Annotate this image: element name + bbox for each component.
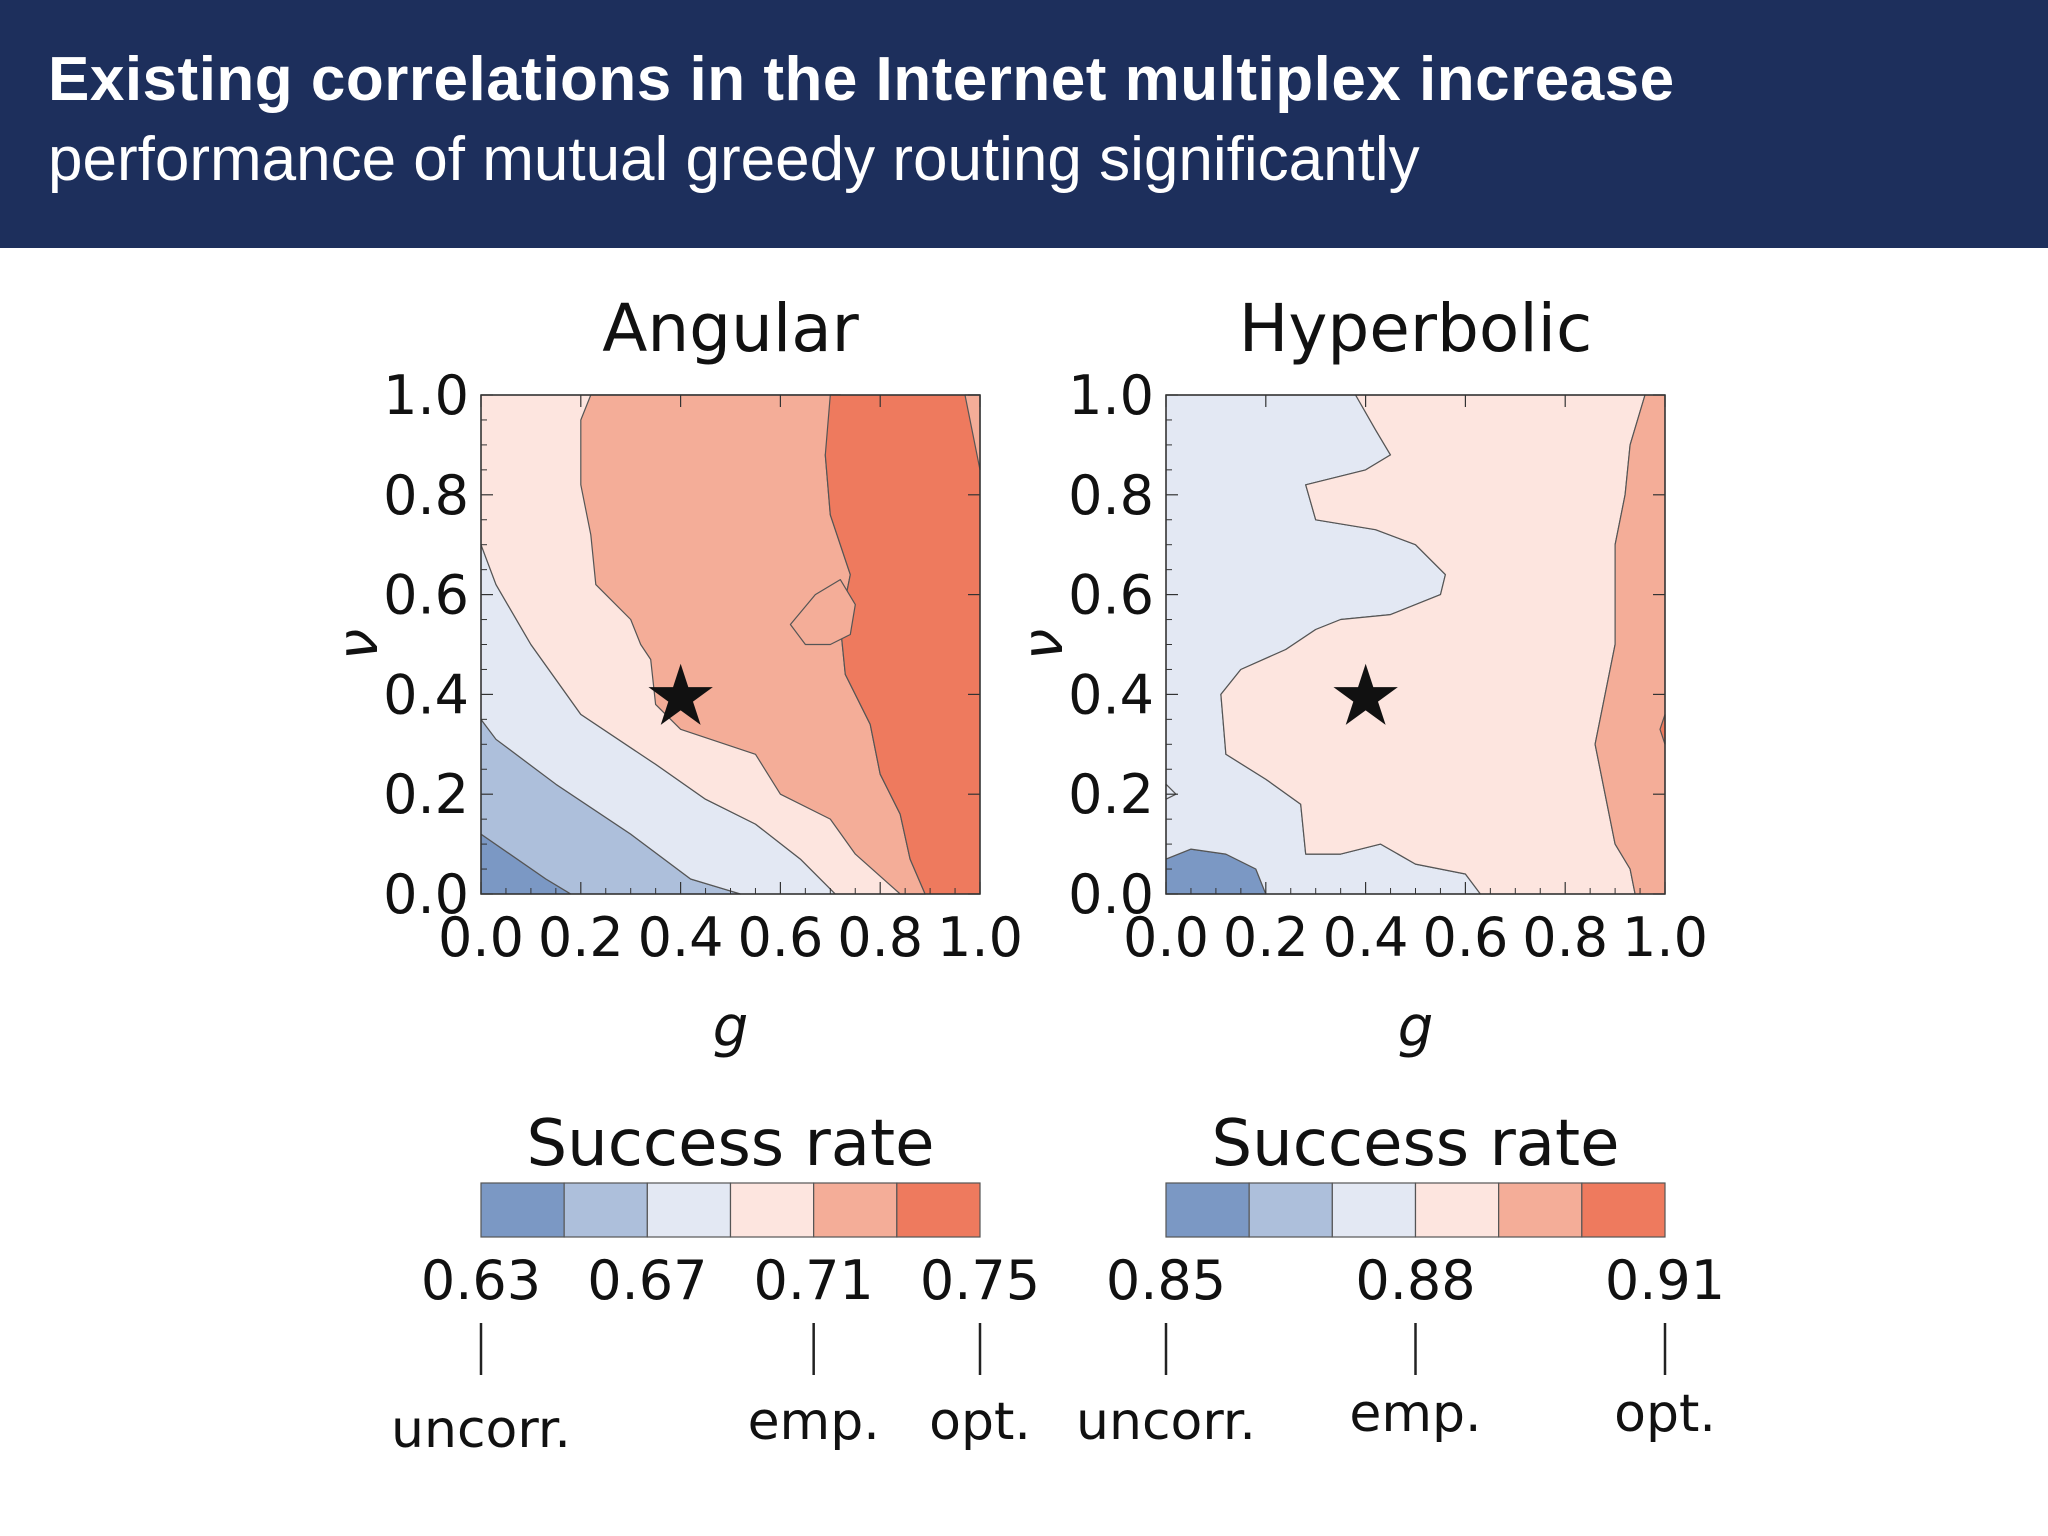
x-tick-label: 0.4 <box>1323 906 1409 969</box>
colorbar-swatch <box>646 1182 732 1238</box>
y-tick-label: 1.0 <box>383 364 469 427</box>
empirical-marker-star: ★ <box>1328 646 1403 744</box>
colorbar-swatch <box>813 1182 898 1238</box>
colorbar-swatch <box>1248 1182 1333 1238</box>
colorbar-swatch <box>729 1182 815 1238</box>
banner-subtitle: performance of mutual greedy routing sig… <box>48 125 1420 194</box>
colorbar-tick-label: 0.71 <box>754 1249 874 1312</box>
y-tick-label: 0.6 <box>383 564 469 627</box>
x-tick-label: 0.0 <box>438 906 524 969</box>
x-axis-label: g <box>1398 995 1434 1060</box>
colorbar-title: Success rate <box>527 1107 935 1181</box>
colorbar-tick-label: 0.63 <box>421 1249 541 1312</box>
y-tick-label: 0.0 <box>383 863 469 926</box>
y-tick-label: 1.0 <box>1068 364 1154 427</box>
colorbar-swatch <box>563 1182 648 1238</box>
colorbar-tick-label: 0.91 <box>1605 1249 1725 1312</box>
colorbar-tick-label: 0.75 <box>920 1249 1040 1312</box>
y-tick-label: 0.2 <box>383 763 469 826</box>
colorbar-swatch <box>1498 1182 1583 1238</box>
x-tick-label: 0.0 <box>1123 906 1209 969</box>
x-tick-label: 0.2 <box>1223 906 1309 969</box>
colorbar-tick-label: 0.85 <box>1106 1249 1226 1312</box>
x-tick-label: 0.6 <box>737 906 823 969</box>
y-tick-label: 0.0 <box>1068 863 1154 926</box>
y-tick-label: 0.8 <box>383 464 469 527</box>
colorbar-swatch <box>1165 1182 1250 1238</box>
colorbar-swatch <box>896 1182 981 1238</box>
y-tick-label: 0.6 <box>1068 564 1154 627</box>
x-tick-label: 1.0 <box>1622 906 1708 969</box>
colorbar-note-label: uncorr. <box>391 1400 571 1460</box>
x-tick-label: 0.8 <box>837 906 923 969</box>
x-tick-label: 0.6 <box>1422 906 1508 969</box>
title-banner: Existing correlations in the Internet mu… <box>0 0 2048 248</box>
panel-title: Angular <box>602 290 859 367</box>
y-axis-label: ν <box>1011 629 1076 660</box>
y-tick-label: 0.4 <box>1068 663 1154 726</box>
x-tick-label: 0.8 <box>1522 906 1608 969</box>
colorbar-note-label: uncorr. <box>1076 1392 1256 1452</box>
colorbar-note-label: emp. <box>748 1392 880 1452</box>
x-axis-label: g <box>713 995 749 1060</box>
colorbar-swatch <box>1331 1182 1417 1238</box>
x-tick-label: 0.4 <box>638 906 724 969</box>
colorbar-note-label: opt. <box>1614 1384 1716 1444</box>
contour-region <box>789 579 856 646</box>
y-axis-label: ν <box>326 629 391 660</box>
empirical-marker-star: ★ <box>643 646 718 744</box>
y-tick-label: 0.8 <box>1068 464 1154 527</box>
panel-title: Hyperbolic <box>1239 290 1593 367</box>
banner-title: Existing correlations in the Internet mu… <box>48 45 1675 114</box>
x-tick-label: 1.0 <box>937 906 1023 969</box>
y-tick-label: 0.2 <box>1068 763 1154 826</box>
x-tick-label: 0.2 <box>538 906 624 969</box>
colorbar-tick-label: 0.67 <box>587 1249 707 1312</box>
colorbar-note-label: emp. <box>1349 1384 1481 1444</box>
y-tick-label: 0.4 <box>383 663 469 726</box>
colorbar-title: Success rate <box>1212 1107 1620 1181</box>
colorbar-swatch <box>1414 1182 1500 1238</box>
colorbar-note-label: opt. <box>929 1392 1031 1452</box>
colorbar-swatch <box>1581 1182 1666 1238</box>
colorbar-swatch <box>480 1182 565 1238</box>
colorbar-tick-label: 0.88 <box>1355 1249 1475 1312</box>
